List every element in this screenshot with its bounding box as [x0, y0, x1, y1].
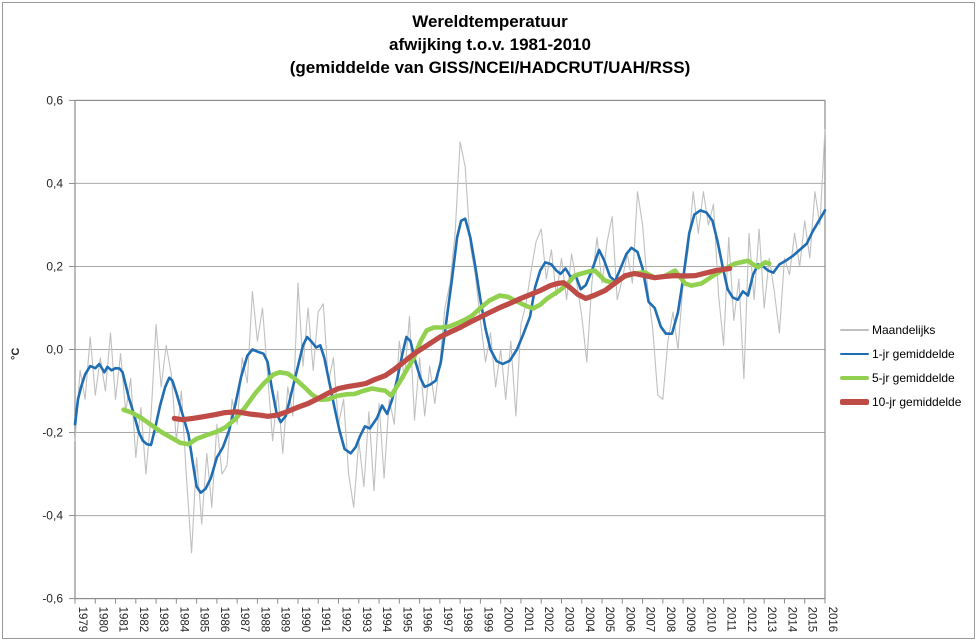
legend-label: Maandelijks: [872, 323, 936, 337]
legend-label: 10-jr gemiddelde: [872, 395, 962, 409]
y-tick-label: -0,4: [42, 509, 63, 523]
x-tick-label: 2013: [765, 607, 777, 633]
x-tick-label: 1997: [441, 607, 453, 633]
x-tick-label: 1992: [340, 607, 352, 633]
x-tick-label: 1979: [76, 607, 88, 633]
x-tick-label: 2007: [644, 607, 656, 633]
x-tick-label: 1994: [380, 607, 392, 633]
x-tick-label: 1990: [299, 607, 311, 633]
legend-line-swatch: [840, 329, 869, 331]
x-tick-label: 2000: [502, 607, 514, 633]
legend-line-swatch: [840, 375, 869, 381]
y-tick-label: -0,2: [42, 426, 63, 440]
x-tick-label: 2006: [623, 607, 635, 633]
x-tick-label: 2016: [826, 607, 838, 633]
x-tick-label: 1987: [238, 607, 250, 633]
chart-title-line-1: Wereldtemperatuur: [412, 12, 568, 31]
x-tick-label: 1984: [177, 607, 189, 633]
x-tick-label: 2012: [745, 607, 757, 633]
legend-label: 1-jr gemiddelde: [872, 347, 955, 361]
x-tick-label: 1993: [360, 607, 372, 633]
x-tick-label: 2002: [542, 607, 554, 633]
legend: Maandelijks 1-jr gemiddelde 5-jr gemiddeld…: [840, 318, 961, 414]
x-tick-label: 1982: [137, 607, 149, 633]
legend-line-swatch: [840, 352, 869, 356]
x-tick-label: 2005: [603, 607, 615, 633]
x-tick-label: 1998: [461, 607, 473, 633]
x-tick-label: 1986: [218, 607, 230, 633]
chart-title: Wereldtemperatuur afwijking t.o.v. 1981-…: [0, 10, 980, 79]
x-tick-label: 1988: [258, 607, 270, 633]
x-tick-label: 1996: [421, 607, 433, 633]
y-tick-label: -0,6: [42, 592, 63, 606]
x-tick-label: 2001: [522, 607, 534, 633]
x-tick-label: 1981: [117, 607, 129, 633]
legend-item-1-jr-gemiddelde: 1-jr gemiddelde: [840, 342, 961, 366]
x-tick-label: 2010: [704, 607, 716, 633]
chart-title-line-2: afwijking t.o.v. 1981-2010: [389, 35, 591, 54]
legend-label: 5-jr gemiddelde: [872, 371, 955, 385]
x-tick-label: 1999: [481, 607, 493, 633]
chart-title-line-3: (gemiddelde van GISS/NCEI/HADCRUT/UAH/RS…: [289, 58, 691, 77]
y-tick-label: 0,2: [46, 259, 63, 273]
x-tick-label: 1980: [96, 607, 108, 633]
y-tick-label: 0,6: [46, 93, 63, 107]
x-tick-label: 2003: [562, 607, 574, 633]
x-tick-label: 1983: [157, 607, 169, 633]
x-tick-label: 1991: [319, 607, 331, 633]
legend-item-maandelijks: Maandelijks: [840, 318, 961, 342]
legend-line-swatch: [840, 399, 869, 405]
x-tick-label: 2004: [583, 607, 595, 633]
legend-item-10-jr-gemiddelde: 10-jr gemiddelde: [840, 390, 961, 414]
series-line-maandelijks: [74, 128, 826, 554]
legend-item-5-jr-gemiddelde: 5-jr gemiddelde: [840, 366, 961, 390]
x-tick-label: 2011: [725, 607, 737, 632]
x-tick-label: 1995: [400, 607, 412, 633]
x-tick-label: 2015: [806, 607, 818, 633]
x-tick-label: 2008: [664, 607, 676, 633]
series-line-10-jr-gemiddelde: [171, 265, 733, 423]
x-tick-label: 1989: [279, 607, 291, 633]
x-tick-label: 2014: [785, 607, 797, 633]
series-line-1-jr-gemiddelde: [73, 209, 827, 495]
series-line-5-jr-gemiddelde: [121, 258, 772, 447]
x-tick-label: 2009: [684, 607, 696, 633]
y-tick-label: 0,4: [46, 176, 63, 190]
x-tick-label: 1985: [198, 607, 210, 633]
y-tick-label: 0,0: [46, 343, 63, 357]
